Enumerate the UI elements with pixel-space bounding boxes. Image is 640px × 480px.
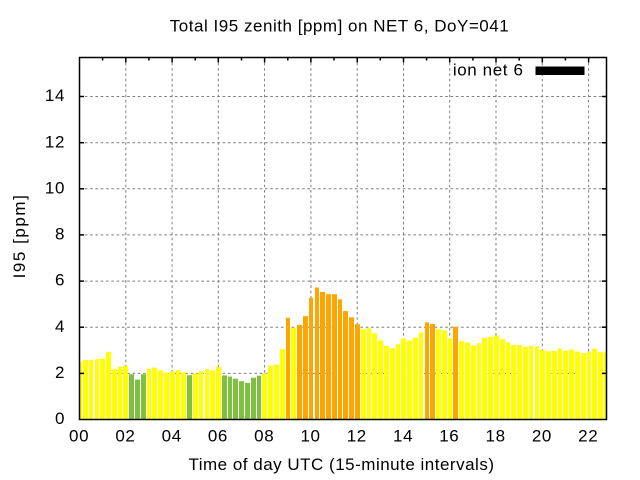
- svg-text:02: 02: [115, 426, 135, 445]
- svg-text:8: 8: [55, 225, 65, 244]
- svg-text:22: 22: [578, 426, 598, 445]
- svg-text:2: 2: [55, 363, 65, 382]
- svg-text:6: 6: [55, 271, 65, 290]
- svg-text:10: 10: [45, 178, 65, 197]
- svg-text:I95 [ppm]: I95 [ppm]: [10, 194, 29, 279]
- svg-text:16: 16: [439, 426, 459, 445]
- svg-text:06: 06: [208, 426, 228, 445]
- svg-text:20: 20: [532, 426, 552, 445]
- svg-text:Time of day UTC (15-minute int: Time of day UTC (15-minute intervals): [188, 455, 494, 474]
- svg-text:04: 04: [162, 426, 182, 445]
- svg-text:14: 14: [393, 426, 413, 445]
- svg-text:08: 08: [254, 426, 274, 445]
- svg-text:14: 14: [45, 86, 65, 105]
- svg-text:18: 18: [486, 426, 506, 445]
- svg-text:4: 4: [55, 317, 65, 336]
- svg-text:ion net 6: ion net 6: [453, 60, 524, 79]
- svg-text:10: 10: [300, 426, 320, 445]
- svg-text:00: 00: [69, 426, 89, 445]
- svg-text:Total I95 zenith [ppm] on NET: Total I95 zenith [ppm] on NET 6, DoY=041: [170, 16, 509, 35]
- svg-text:12: 12: [347, 426, 367, 445]
- svg-text:0: 0: [55, 409, 65, 428]
- svg-text:12: 12: [45, 132, 65, 151]
